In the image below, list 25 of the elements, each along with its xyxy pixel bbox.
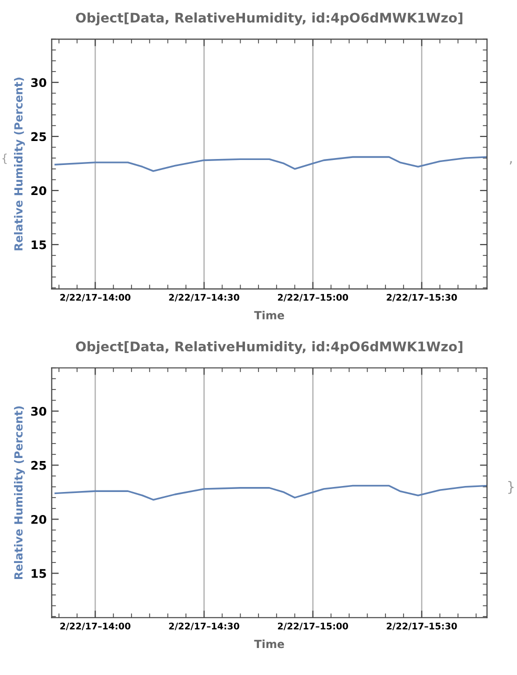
x-tick-label: 2/22/17–15:30 — [386, 622, 457, 630]
text: , — [510, 161, 512, 164]
x-axis-title: Time — [254, 640, 284, 648]
y-tick-label: 25 — [31, 460, 46, 470]
x-tick-label: 2/22/17–15:30 — [386, 294, 457, 302]
y-tick-label: 30 — [31, 78, 46, 88]
chart-title: Object[Data, RelativeHumidity, id:4pO6dMWK1Wzo] — [76, 341, 462, 354]
chart-title: Object[Data, RelativeHumidity, id:4pO6dMWK1Wzo] — [76, 12, 462, 26]
y-axis-title: Relative Humidity (Percent) — [14, 78, 25, 250]
x-tick-label: 2/22/17–15:00 — [278, 294, 348, 302]
y-tick-label: 30 — [31, 406, 46, 416]
text: } — [508, 481, 514, 494]
y-tick-label: 20 — [31, 514, 46, 524]
x-tick-label: 2/22/17–14:30 — [169, 294, 240, 302]
y-axis-title: Relative Humidity (Percent) — [14, 406, 25, 580]
x-axis-title: Time — [254, 310, 284, 320]
y-tick-label: 15 — [32, 569, 46, 578]
x-tick-label: 2/22/17–15:00 — [278, 622, 348, 630]
y-tick-label: 20 — [31, 186, 46, 196]
x-tick-label: 2/22/17–14:00 — [60, 294, 130, 302]
y-tick-label: 25 — [31, 132, 46, 142]
x-tick-label: 2/22/17–14:00 — [60, 622, 130, 630]
y-tick-label: 15 — [32, 240, 46, 250]
text: { — [2, 154, 7, 164]
x-tick-label: 2/22/17–14:30 — [169, 622, 240, 630]
